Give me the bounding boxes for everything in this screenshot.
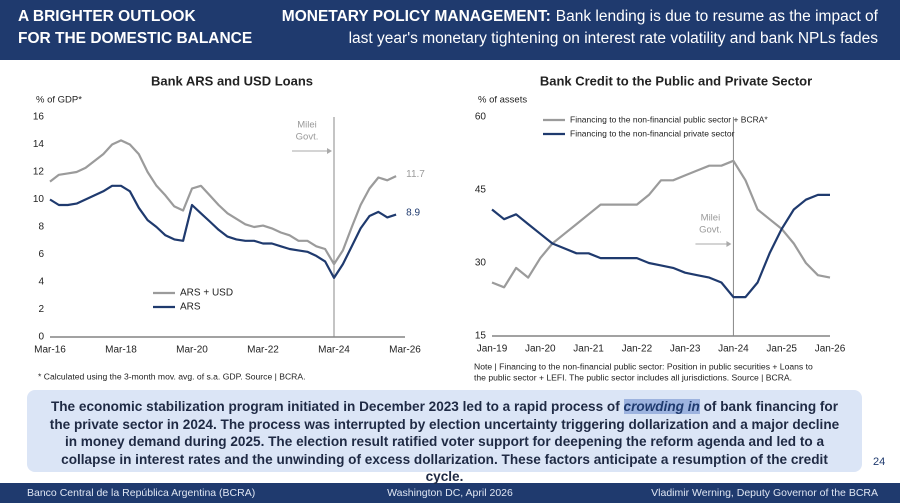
y-axis-label: % of GDP* — [36, 95, 82, 106]
y-tick-label: 8 — [38, 222, 44, 233]
chart-note: * Calculated using the 3-month mov. avg.… — [38, 371, 306, 381]
y-tick-label: 60 — [475, 112, 487, 123]
x-tick-label: Jan-20 — [525, 344, 556, 355]
x-tick-label: Jan-23 — [670, 344, 701, 355]
footer-center: Washington DC, April 2026 — [387, 487, 513, 499]
y-tick-label: 30 — [475, 258, 487, 269]
chart-note: the public sector + LEFI. The public sec… — [474, 372, 792, 382]
y-tick-label: 10 — [33, 194, 45, 205]
header-title-text: last year's monetary tightening on inter… — [349, 30, 879, 47]
x-tick-label: Jan-24 — [718, 344, 749, 355]
y-tick-label: 14 — [33, 139, 45, 150]
legend-label: Financing to the non-financial private s… — [570, 128, 735, 138]
y-axis-label: % of assets — [478, 95, 527, 106]
annotation-arrowhead — [726, 241, 732, 247]
x-tick-label: Mar-22 — [247, 345, 279, 356]
header-left: FOR THE DOMESTIC BALANCE — [18, 30, 252, 47]
x-tick-label: Mar-18 — [105, 345, 137, 356]
summary-text: The economic stabilization program initi… — [50, 399, 624, 414]
chart-title: Bank Credit to the Public and Private Se… — [540, 73, 812, 88]
summary-text: of bank financing for the private sector… — [49, 399, 840, 484]
series-line — [49, 139, 397, 266]
y-tick-label: 2 — [38, 304, 44, 315]
y-tick-label: 16 — [33, 112, 45, 123]
header-left: A BRIGHTER OUTLOOK — [18, 8, 196, 25]
y-tick-label: 0 — [38, 332, 44, 343]
header-bar — [0, 0, 900, 60]
x-tick-label: Mar-16 — [34, 345, 66, 356]
series-line — [491, 159, 831, 289]
legend-label: Financing to the non-financial public se… — [570, 114, 768, 124]
summary-emphasis: crowding in — [623, 399, 700, 414]
summary-box: The economic stabilization program initi… — [27, 390, 862, 484]
x-tick-label: Mar-26 — [389, 345, 421, 356]
annotation-text: Milei — [701, 213, 721, 224]
y-tick-label: 15 — [475, 331, 487, 342]
annotation-arrowhead — [327, 148, 332, 154]
x-tick-label: Jan-26 — [815, 344, 846, 355]
header-title: MONETARY POLICY MANAGEMENT: Bank lending … — [282, 8, 879, 25]
data-label: 11.7 — [406, 169, 425, 180]
x-tick-label: Jan-19 — [477, 344, 508, 355]
series-line — [49, 184, 397, 279]
footer-right: Vladimir Werning, Deputy Governor of the… — [651, 487, 878, 499]
x-tick-label: Jan-25 — [766, 344, 797, 355]
x-tick-label: Mar-24 — [318, 345, 350, 356]
page-number: 24 — [873, 456, 885, 468]
x-tick-label: Jan-22 — [622, 344, 653, 355]
data-label: 8.9 — [406, 207, 420, 218]
annotation-text: Milei — [297, 120, 317, 131]
header-title-text: Bank lending is due to resume as the imp… — [556, 8, 879, 25]
series-line — [491, 193, 830, 299]
footer-left: Banco Central de la República Argentina … — [27, 487, 255, 499]
header-title-bold: MONETARY POLICY MANAGEMENT: — [282, 8, 551, 25]
y-tick-label: 12 — [33, 167, 45, 178]
annotation-text: Govt. — [296, 132, 319, 143]
legend-label: ARS + USD — [180, 288, 233, 299]
annotation-text: Govt. — [699, 225, 722, 236]
x-tick-label: Mar-20 — [176, 345, 208, 356]
y-tick-label: 4 — [38, 277, 44, 288]
y-tick-label: 6 — [38, 249, 44, 260]
footer-bar — [0, 483, 900, 503]
chart-note: Note | Financing to the non-financial pu… — [474, 361, 813, 371]
legend-label: ARS — [180, 302, 201, 313]
x-tick-label: Jan-21 — [573, 344, 604, 355]
chart-title: Bank ARS and USD Loans — [151, 73, 313, 88]
y-tick-label: 45 — [475, 185, 487, 196]
